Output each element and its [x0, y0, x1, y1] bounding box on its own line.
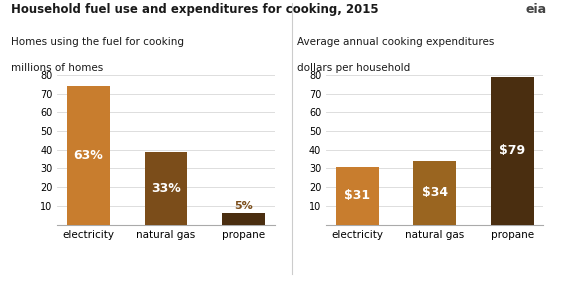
- Bar: [67, 86, 110, 225]
- Text: 33%: 33%: [151, 182, 181, 195]
- Bar: [145, 151, 187, 225]
- Text: 5%: 5%: [234, 201, 253, 211]
- Bar: [414, 161, 456, 225]
- Bar: [491, 77, 534, 225]
- Text: 63%: 63%: [74, 149, 104, 162]
- Text: Household fuel use and expenditures for cooking, 2015: Household fuel use and expenditures for …: [11, 3, 379, 16]
- Text: $79: $79: [499, 144, 525, 157]
- Bar: [222, 213, 265, 225]
- Text: dollars per household: dollars per household: [297, 63, 411, 73]
- Text: Homes using the fuel for cooking: Homes using the fuel for cooking: [11, 37, 184, 48]
- Bar: [336, 166, 379, 225]
- Text: eia: eia: [525, 3, 546, 16]
- Text: millions of homes: millions of homes: [11, 63, 104, 73]
- Text: Average annual cooking expenditures: Average annual cooking expenditures: [297, 37, 495, 48]
- Text: $31: $31: [344, 189, 370, 202]
- Text: $34: $34: [422, 186, 448, 199]
